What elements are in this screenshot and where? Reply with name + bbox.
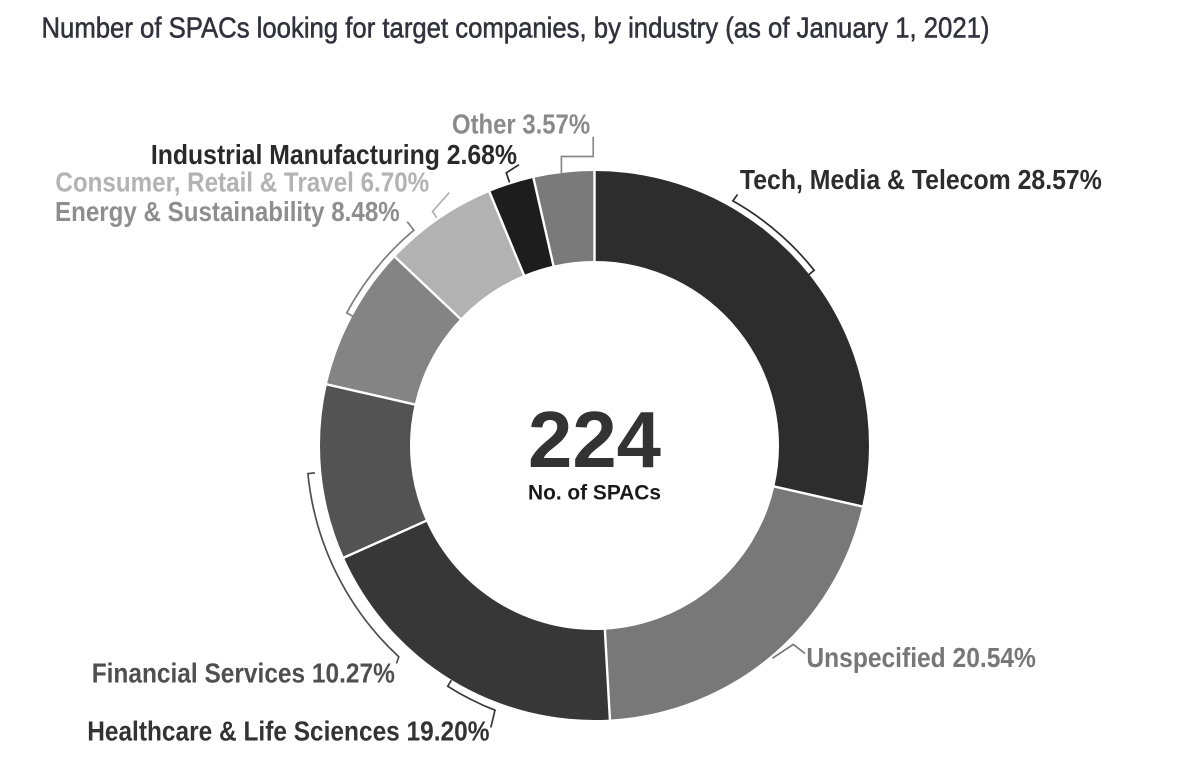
svg-text:Other 3.57%: Other 3.57%	[452, 109, 590, 140]
svg-text:Tech, Media & Telecom 28.57%: Tech, Media & Telecom 28.57%	[740, 164, 1102, 195]
svg-text:Unspecified 20.54%: Unspecified 20.54%	[806, 642, 1036, 673]
svg-text:Healthcare & Life Sciences 19.: Healthcare & Life Sciences 19.20%	[87, 716, 489, 747]
svg-text:Financial Services 10.27%: Financial Services 10.27%	[92, 658, 395, 689]
svg-text:Industrial Manufacturing 2.68%: Industrial Manufacturing 2.68%	[151, 139, 517, 170]
svg-text:Number of SPACs looking for ta: Number of SPACs looking for target compa…	[42, 12, 990, 44]
svg-text:Energy & Sustainability 8.48%: Energy & Sustainability 8.48%	[55, 196, 400, 227]
svg-text:No. of SPACs: No. of SPACs	[528, 480, 661, 504]
svg-text:Consumer, Retail & Travel 6.70: Consumer, Retail & Travel 6.70%	[55, 167, 429, 198]
svg-text:224: 224	[528, 395, 661, 484]
